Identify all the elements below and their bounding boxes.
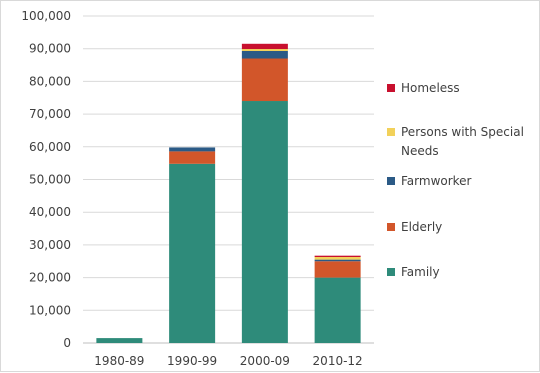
bar-farmworker-1990-99 <box>169 147 216 152</box>
legend-label-elderly: Elderly <box>401 220 442 234</box>
y-tick-label: 60,000 <box>29 140 71 154</box>
bar-farmworker-2000-09 <box>241 50 288 59</box>
y-tick-label: 10,000 <box>29 303 71 317</box>
x-tick-label: 1980-89 <box>94 354 144 368</box>
bar-family-1990-99 <box>169 163 216 343</box>
legend-label-family: Family <box>401 265 440 279</box>
bar-persons-with-special-needs-2000-09 <box>241 49 288 51</box>
y-tick-label: 50,000 <box>29 173 71 187</box>
bar-persons-with-special-needs-2010-12 <box>314 256 361 260</box>
bar-farmworker-2010-12 <box>314 259 361 262</box>
bar-homeless-2010-12 <box>314 255 361 257</box>
bar-family-2010-12 <box>314 277 361 343</box>
legend-label-farmworker: Farmworker <box>401 174 472 188</box>
y-tick-label: 0 <box>63 336 71 350</box>
y-tick-label: 30,000 <box>29 238 71 252</box>
legend-swatch-persons-with-special-needs <box>387 128 395 136</box>
legend-swatch-homeless <box>387 84 395 92</box>
bar-elderly-2010-12 <box>314 261 361 278</box>
x-tick-label: 2000-09 <box>240 354 290 368</box>
bar-homeless-2000-09 <box>241 43 288 50</box>
legend-label-persons-with-special-needs: Persons with Special Needs <box>401 125 524 158</box>
bar-family-1980-89 <box>96 338 143 343</box>
y-tick-label: 40,000 <box>29 205 71 219</box>
legend-label-homeless: Homeless <box>401 81 460 95</box>
y-tick-label: 90,000 <box>29 42 71 56</box>
y-tick-label: 100,000 <box>21 9 71 23</box>
bar-elderly-1990-99 <box>169 151 216 164</box>
legend-swatch-elderly <box>387 223 395 231</box>
legend-swatch-farmworker <box>387 177 395 185</box>
y-tick-label: 70,000 <box>29 107 71 121</box>
y-tick-label: 80,000 <box>29 74 71 88</box>
bar-family-2000-09 <box>241 101 288 344</box>
legend-swatch-family <box>387 268 395 276</box>
x-tick-label: 2010-12 <box>313 354 363 368</box>
y-tick-label: 20,000 <box>29 271 71 285</box>
x-tick-label: 1990-99 <box>167 354 217 368</box>
bar-elderly-2000-09 <box>241 58 288 102</box>
